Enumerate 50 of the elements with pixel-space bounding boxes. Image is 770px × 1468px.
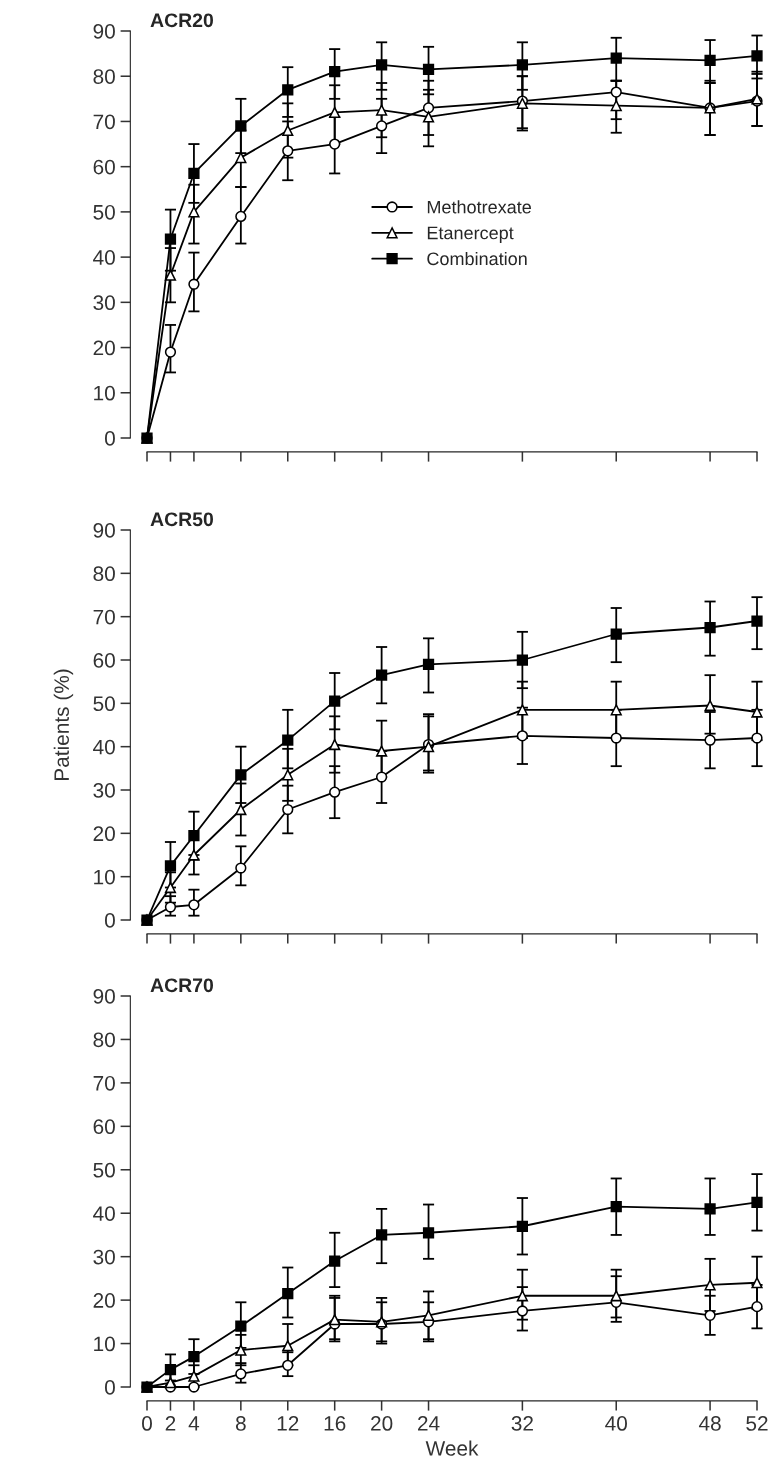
y-tick-label: 20 <box>93 1293 115 1308</box>
y-tick-label: 10 <box>94 869 115 885</box>
legend-label: Etanercept <box>427 226 514 243</box>
x-tick-label: 12 <box>277 1416 299 1431</box>
y-tick-label: 90 <box>93 24 115 39</box>
y-tick-label: 60 <box>93 653 115 668</box>
chart-title: ACR70 <box>150 978 214 993</box>
y-tick-label: 60 <box>93 1119 115 1135</box>
x-axis-title: Week <box>425 1440 479 1456</box>
chart-title: ACR50 <box>150 512 214 527</box>
y-tick-label: 50 <box>93 204 115 220</box>
y-tick-label: 20 <box>93 826 115 842</box>
legend-label: Methotrexate <box>427 200 531 214</box>
x-tick-label: 32 <box>511 1416 533 1431</box>
y-tick-label: 40 <box>93 1206 115 1221</box>
y-tick-label: 20 <box>93 340 115 356</box>
y-tick-label: 70 <box>93 1075 115 1091</box>
chart-title: ACR20 <box>150 13 214 28</box>
y-tick-label: 30 <box>93 1249 115 1265</box>
x-tick-label: 0 <box>142 1416 152 1431</box>
x-tick-label: 40 <box>605 1416 627 1431</box>
y-tick-label: 0 <box>104 431 115 446</box>
x-tick-label: 2 <box>165 1416 176 1431</box>
y-tick-label: 10 <box>94 1336 115 1352</box>
x-tick-label: 8 <box>235 1416 246 1431</box>
y-tick-label: 50 <box>93 696 115 712</box>
y-tick-label: 30 <box>93 783 115 798</box>
y-tick-label: 0 <box>104 1380 115 1395</box>
y-tick-label: 40 <box>93 250 115 265</box>
y-tick-label: 50 <box>93 1162 115 1178</box>
y-tick-label: 70 <box>93 609 115 625</box>
x-tick-label: 24 <box>418 1416 440 1431</box>
legend-label: Combination <box>427 251 527 266</box>
y-tick-label: 60 <box>93 159 115 175</box>
y-tick-label: 10 <box>94 385 115 401</box>
y-tick-label: 30 <box>93 295 115 311</box>
y-tick-label: 90 <box>93 523 115 538</box>
y-tick-label: 90 <box>93 989 115 1004</box>
y-tick-label: 80 <box>93 566 115 582</box>
x-tick-label: 48 <box>698 1416 721 1431</box>
y-tick-label: 80 <box>93 69 115 84</box>
x-tick-label: 20 <box>371 1416 393 1431</box>
x-tick-label: 16 <box>324 1416 346 1431</box>
y-tick-label: 40 <box>93 739 115 755</box>
y-axis-title: Patients (%) <box>53 669 74 781</box>
x-tick-label: 4 <box>188 1416 200 1431</box>
y-tick-label: 0 <box>104 913 115 928</box>
y-tick-label: 70 <box>93 114 115 130</box>
y-tick-label: 80 <box>93 1032 115 1048</box>
x-tick-label: 52 <box>746 1416 768 1431</box>
